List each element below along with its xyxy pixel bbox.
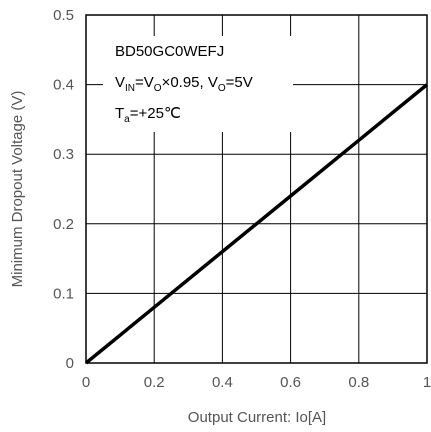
x-tick-label: 0.4 — [212, 374, 233, 391]
x-tick-label: 0.6 — [280, 374, 301, 391]
x-tick-label: 0 — [82, 374, 90, 391]
condition-label: VIN=VO×0.95, VO=5V — [115, 74, 253, 94]
plot-frame — [85, 14, 428, 364]
y-tick-label: 0.2 — [53, 216, 74, 233]
series-line — [84, 83, 429, 365]
y-tick-labels: 0 0.1 0.2 0.3 0.4 0.5 — [53, 7, 74, 372]
y-tick-label: 0.4 — [53, 77, 74, 94]
y-tick-label: 0 — [66, 355, 74, 372]
y-axis-title: Minimum Dropout Voltage (V) — [9, 91, 26, 288]
y-tick-label: 0.1 — [53, 285, 74, 302]
part-number-label: BD50GC0WEFJ — [115, 43, 224, 60]
x-tick-label: 1 — [423, 374, 431, 391]
series-lines — [84, 83, 429, 365]
y-tick-label: 0.5 — [53, 7, 74, 24]
x-tick-labels: 0 0.2 0.4 0.6 0.8 1 — [82, 374, 431, 391]
x-tick-label: 0.2 — [144, 374, 165, 391]
y-tick-label: 0.3 — [53, 146, 74, 163]
temperature-label: Ta=+25℃ — [115, 105, 181, 125]
annotation-background — [103, 36, 293, 132]
x-tick-label: 0.8 — [348, 374, 369, 391]
x-axis-title: Output Current: Io[A] — [188, 409, 326, 426]
